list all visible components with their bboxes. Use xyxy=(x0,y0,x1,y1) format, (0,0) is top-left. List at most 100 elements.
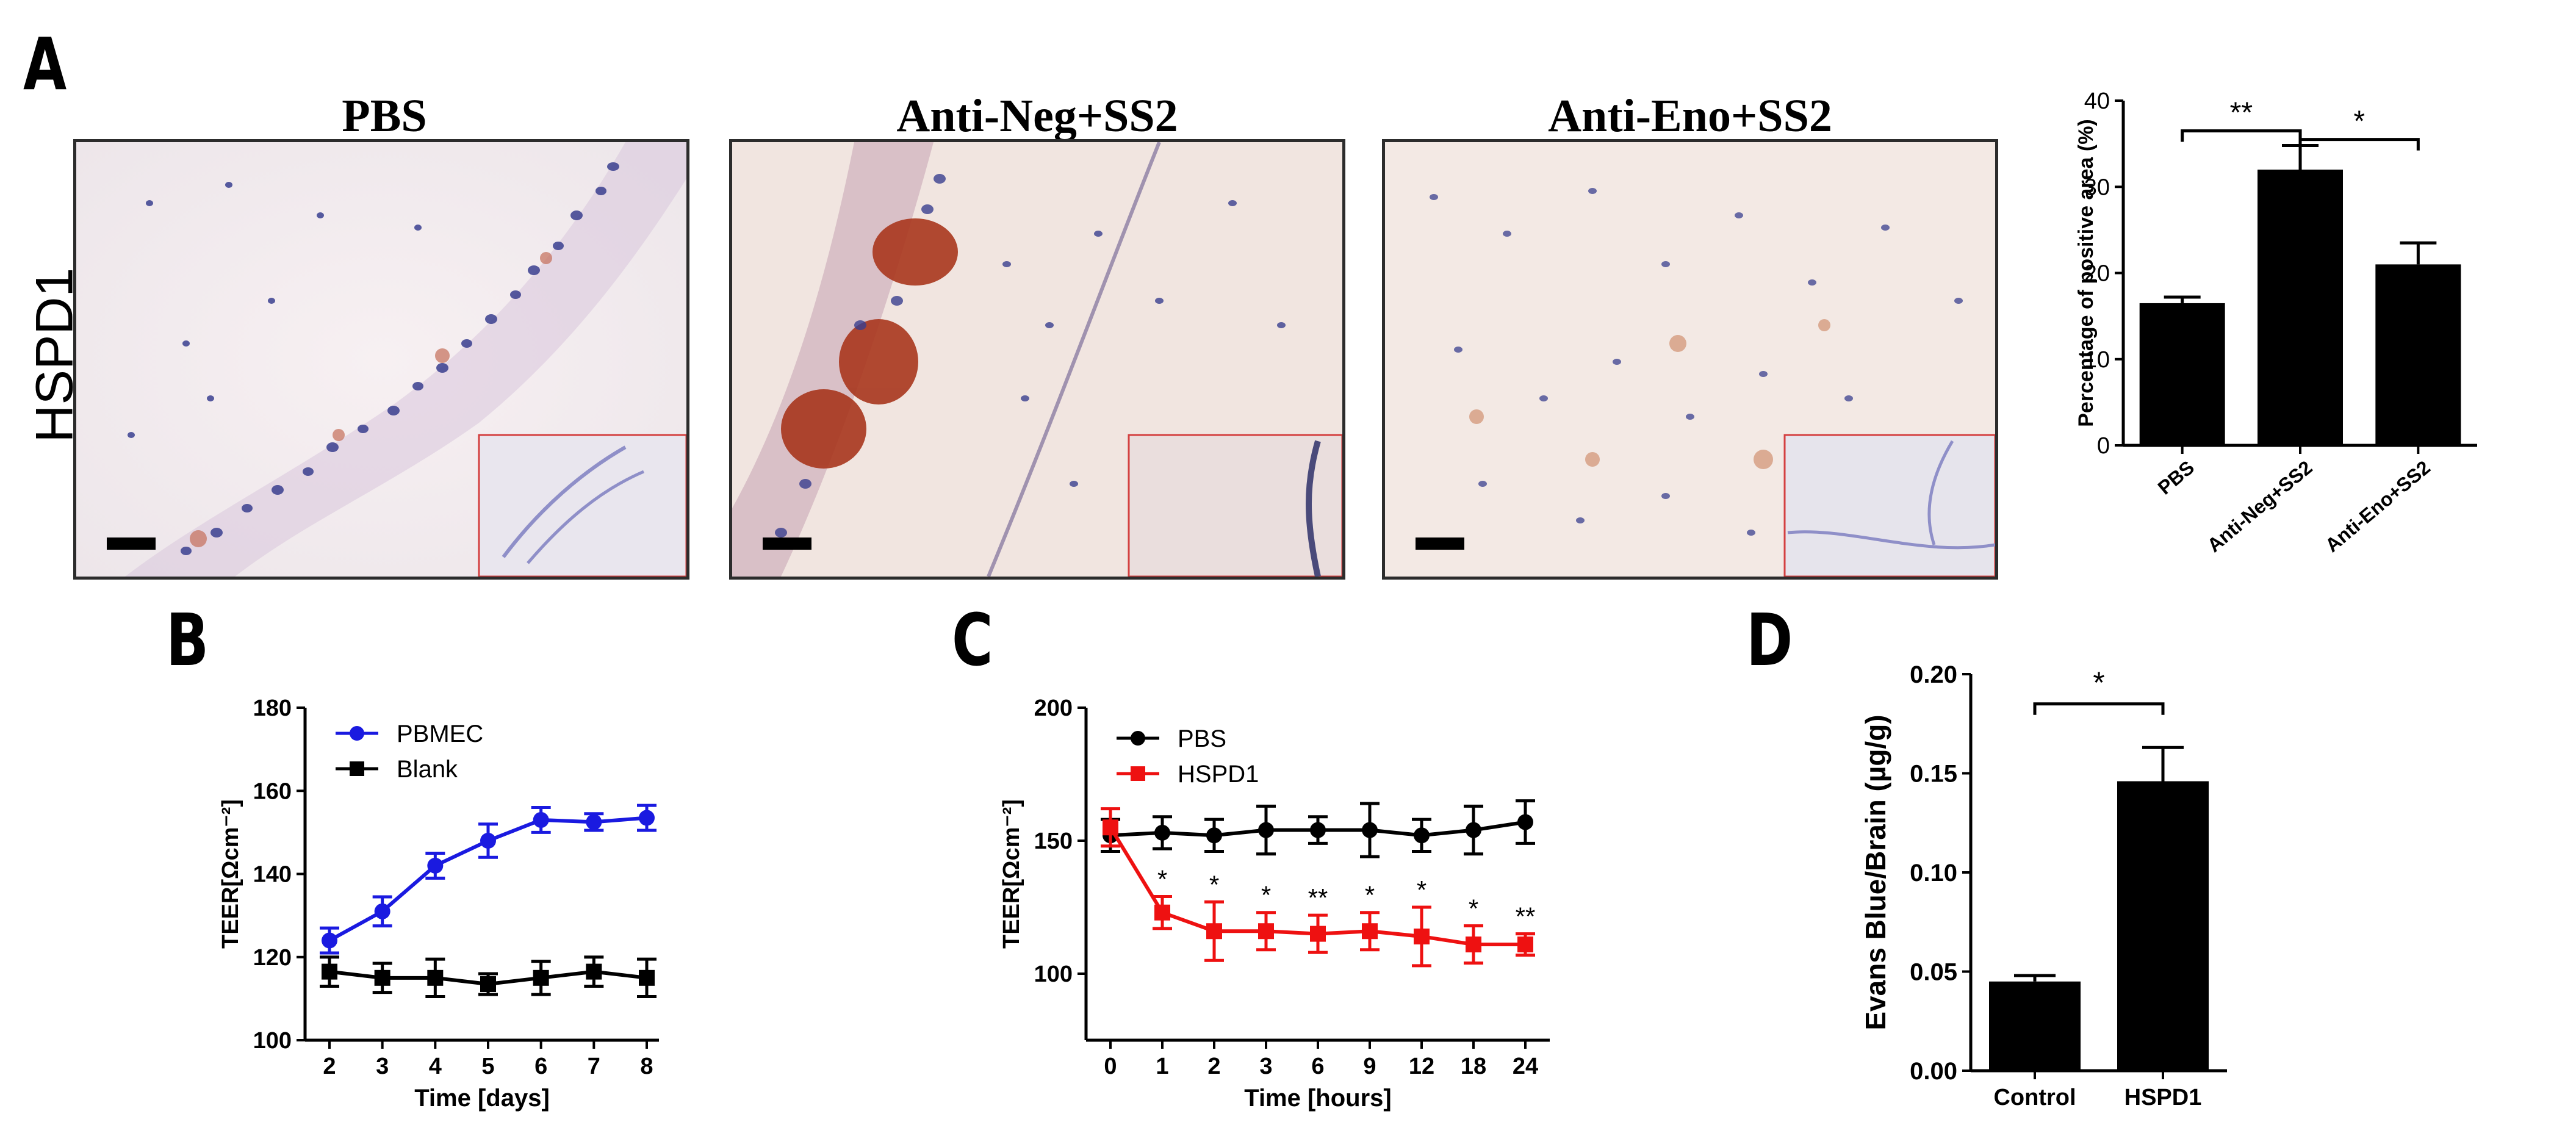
y-tick-label: 100 xyxy=(253,1028,292,1054)
x-tick-label: 24 xyxy=(1513,1054,1538,1079)
legend-label: HSPD1 xyxy=(1178,761,1259,788)
data-point xyxy=(639,969,655,986)
data-point xyxy=(1258,923,1274,940)
x-tick-label: 2 xyxy=(1207,1054,1220,1079)
data-point xyxy=(1310,822,1326,838)
data-point xyxy=(1362,822,1378,838)
x-tick-label: 6 xyxy=(1311,1054,1324,1079)
data-point xyxy=(1517,936,1533,953)
x-tick-label: 0 xyxy=(1104,1054,1117,1079)
significance-label: ** xyxy=(2230,96,2253,129)
data-point xyxy=(1517,814,1533,830)
data-point xyxy=(586,814,602,830)
x-axis-label: Time [hours] xyxy=(1244,1085,1392,1112)
data-point xyxy=(480,833,496,849)
y-axis-label: TEER[Ωcm⁻²] xyxy=(1001,799,1024,949)
data-point xyxy=(639,810,655,826)
y-axis-label: TEER[Ωcm⁻²] xyxy=(220,799,243,949)
y-tick-label: 0 xyxy=(2097,433,2110,459)
x-tick-label: 4 xyxy=(429,1054,442,1079)
bar xyxy=(2139,303,2225,445)
data-point xyxy=(1362,923,1378,940)
data-point xyxy=(533,811,549,828)
y-tick-label: 0.05 xyxy=(1910,959,1957,986)
data-point xyxy=(1466,936,1481,953)
data-point xyxy=(427,857,444,874)
panel-a-letter: A xyxy=(23,22,67,106)
panel-c-letter: C xyxy=(952,598,993,682)
y-tick-label: 30 xyxy=(2084,174,2110,200)
bar xyxy=(2117,781,2209,1071)
data-point xyxy=(322,932,337,949)
panel-b-letter: B xyxy=(166,598,209,682)
legend-marker xyxy=(1131,731,1145,746)
y-tick-label: 180 xyxy=(253,696,292,721)
y-tick-label: 100 xyxy=(1034,962,1073,987)
data-point xyxy=(1414,827,1430,844)
data-point xyxy=(374,969,390,986)
y-tick-label: 120 xyxy=(253,945,292,971)
significance-label: * xyxy=(1261,881,1271,910)
significance-bracket xyxy=(2033,702,2165,715)
data-point xyxy=(1206,827,1222,844)
x-tick-label: 6 xyxy=(534,1054,547,1079)
data-point xyxy=(1154,824,1170,841)
x-tick-label: 5 xyxy=(481,1054,494,1079)
y-tick-label: 0.00 xyxy=(1910,1058,1957,1085)
significance-label: * xyxy=(1209,870,1219,899)
significance-label: * xyxy=(1157,865,1167,894)
micrograph-title-pbs: PBS xyxy=(342,90,427,142)
legend-label: PBS xyxy=(1178,725,1226,752)
significance-label: ** xyxy=(1516,902,1536,931)
panel-d-letter: D xyxy=(1746,598,1793,682)
data-point xyxy=(374,903,390,919)
y-tick-label: 20 xyxy=(2084,261,2110,287)
significance-bracket xyxy=(2298,138,2420,151)
significance-label: * xyxy=(2353,106,2365,138)
x-tick-label: PBS xyxy=(2154,456,2199,499)
bar xyxy=(2258,170,2343,445)
x-tick-label: 7 xyxy=(588,1054,600,1079)
chart-d: 0.00 0.05 0.10 0.15 0.20 Control HSPD1 * Evans B… xyxy=(1860,661,2227,1110)
y-axis-label: Evans Blue/Brain (µg/g) xyxy=(1860,714,1891,1030)
significance-label: * xyxy=(1365,881,1375,910)
data-point xyxy=(1258,822,1274,838)
x-tick-label: 3 xyxy=(376,1054,389,1079)
y-tick-label: 0.10 xyxy=(1910,860,1957,886)
x-tick-label: HSPD1 xyxy=(2124,1085,2202,1110)
y-tick-label: 40 xyxy=(2084,88,2110,114)
y-tick-label: 0.20 xyxy=(1910,661,1957,688)
legend-marker xyxy=(350,726,364,741)
bar xyxy=(2375,264,2461,445)
x-tick-label: 9 xyxy=(1363,1054,1376,1079)
data-point xyxy=(533,969,549,986)
x-axis-label: Time [days] xyxy=(414,1085,550,1112)
x-tick-label: 12 xyxy=(1409,1054,1434,1079)
chart-b: 100 120 140 160 180 2 3 4 5 6 7 8 Time [days] TEER[Ωc… xyxy=(220,696,659,1112)
legend-label: PBMEC xyxy=(397,721,483,747)
data-point xyxy=(1466,822,1481,838)
x-tick-label: 3 xyxy=(1259,1054,1272,1079)
y-tick-label: 10 xyxy=(2084,347,2110,373)
y-tick-label: 140 xyxy=(253,862,292,888)
data-point xyxy=(1310,926,1326,942)
x-tick-label: Anti-Eno+SS2 xyxy=(2321,456,2434,556)
x-tick-label: Anti-Neg+SS2 xyxy=(2203,456,2317,556)
micrograph-anti-eno-image xyxy=(1385,142,1995,577)
data-point xyxy=(1206,923,1222,940)
data-point xyxy=(427,969,444,986)
data-point xyxy=(480,976,496,993)
micrograph-anti-eno xyxy=(1382,139,1998,580)
micrograph-title-anti-neg: Anti-Neg+SS2 xyxy=(896,90,1178,142)
x-tick-label: 1 xyxy=(1156,1054,1168,1079)
significance-label: * xyxy=(1469,894,1478,923)
y-tick-label: 160 xyxy=(253,778,292,804)
micrograph-title-anti-eno: Anti-Eno+SS2 xyxy=(1548,90,1832,142)
data-point xyxy=(586,963,602,980)
micrograph-anti-neg-image xyxy=(732,142,1342,577)
significance-label: ** xyxy=(1308,883,1328,912)
x-tick-label: 2 xyxy=(323,1054,336,1079)
micrograph-pbs xyxy=(73,139,689,580)
